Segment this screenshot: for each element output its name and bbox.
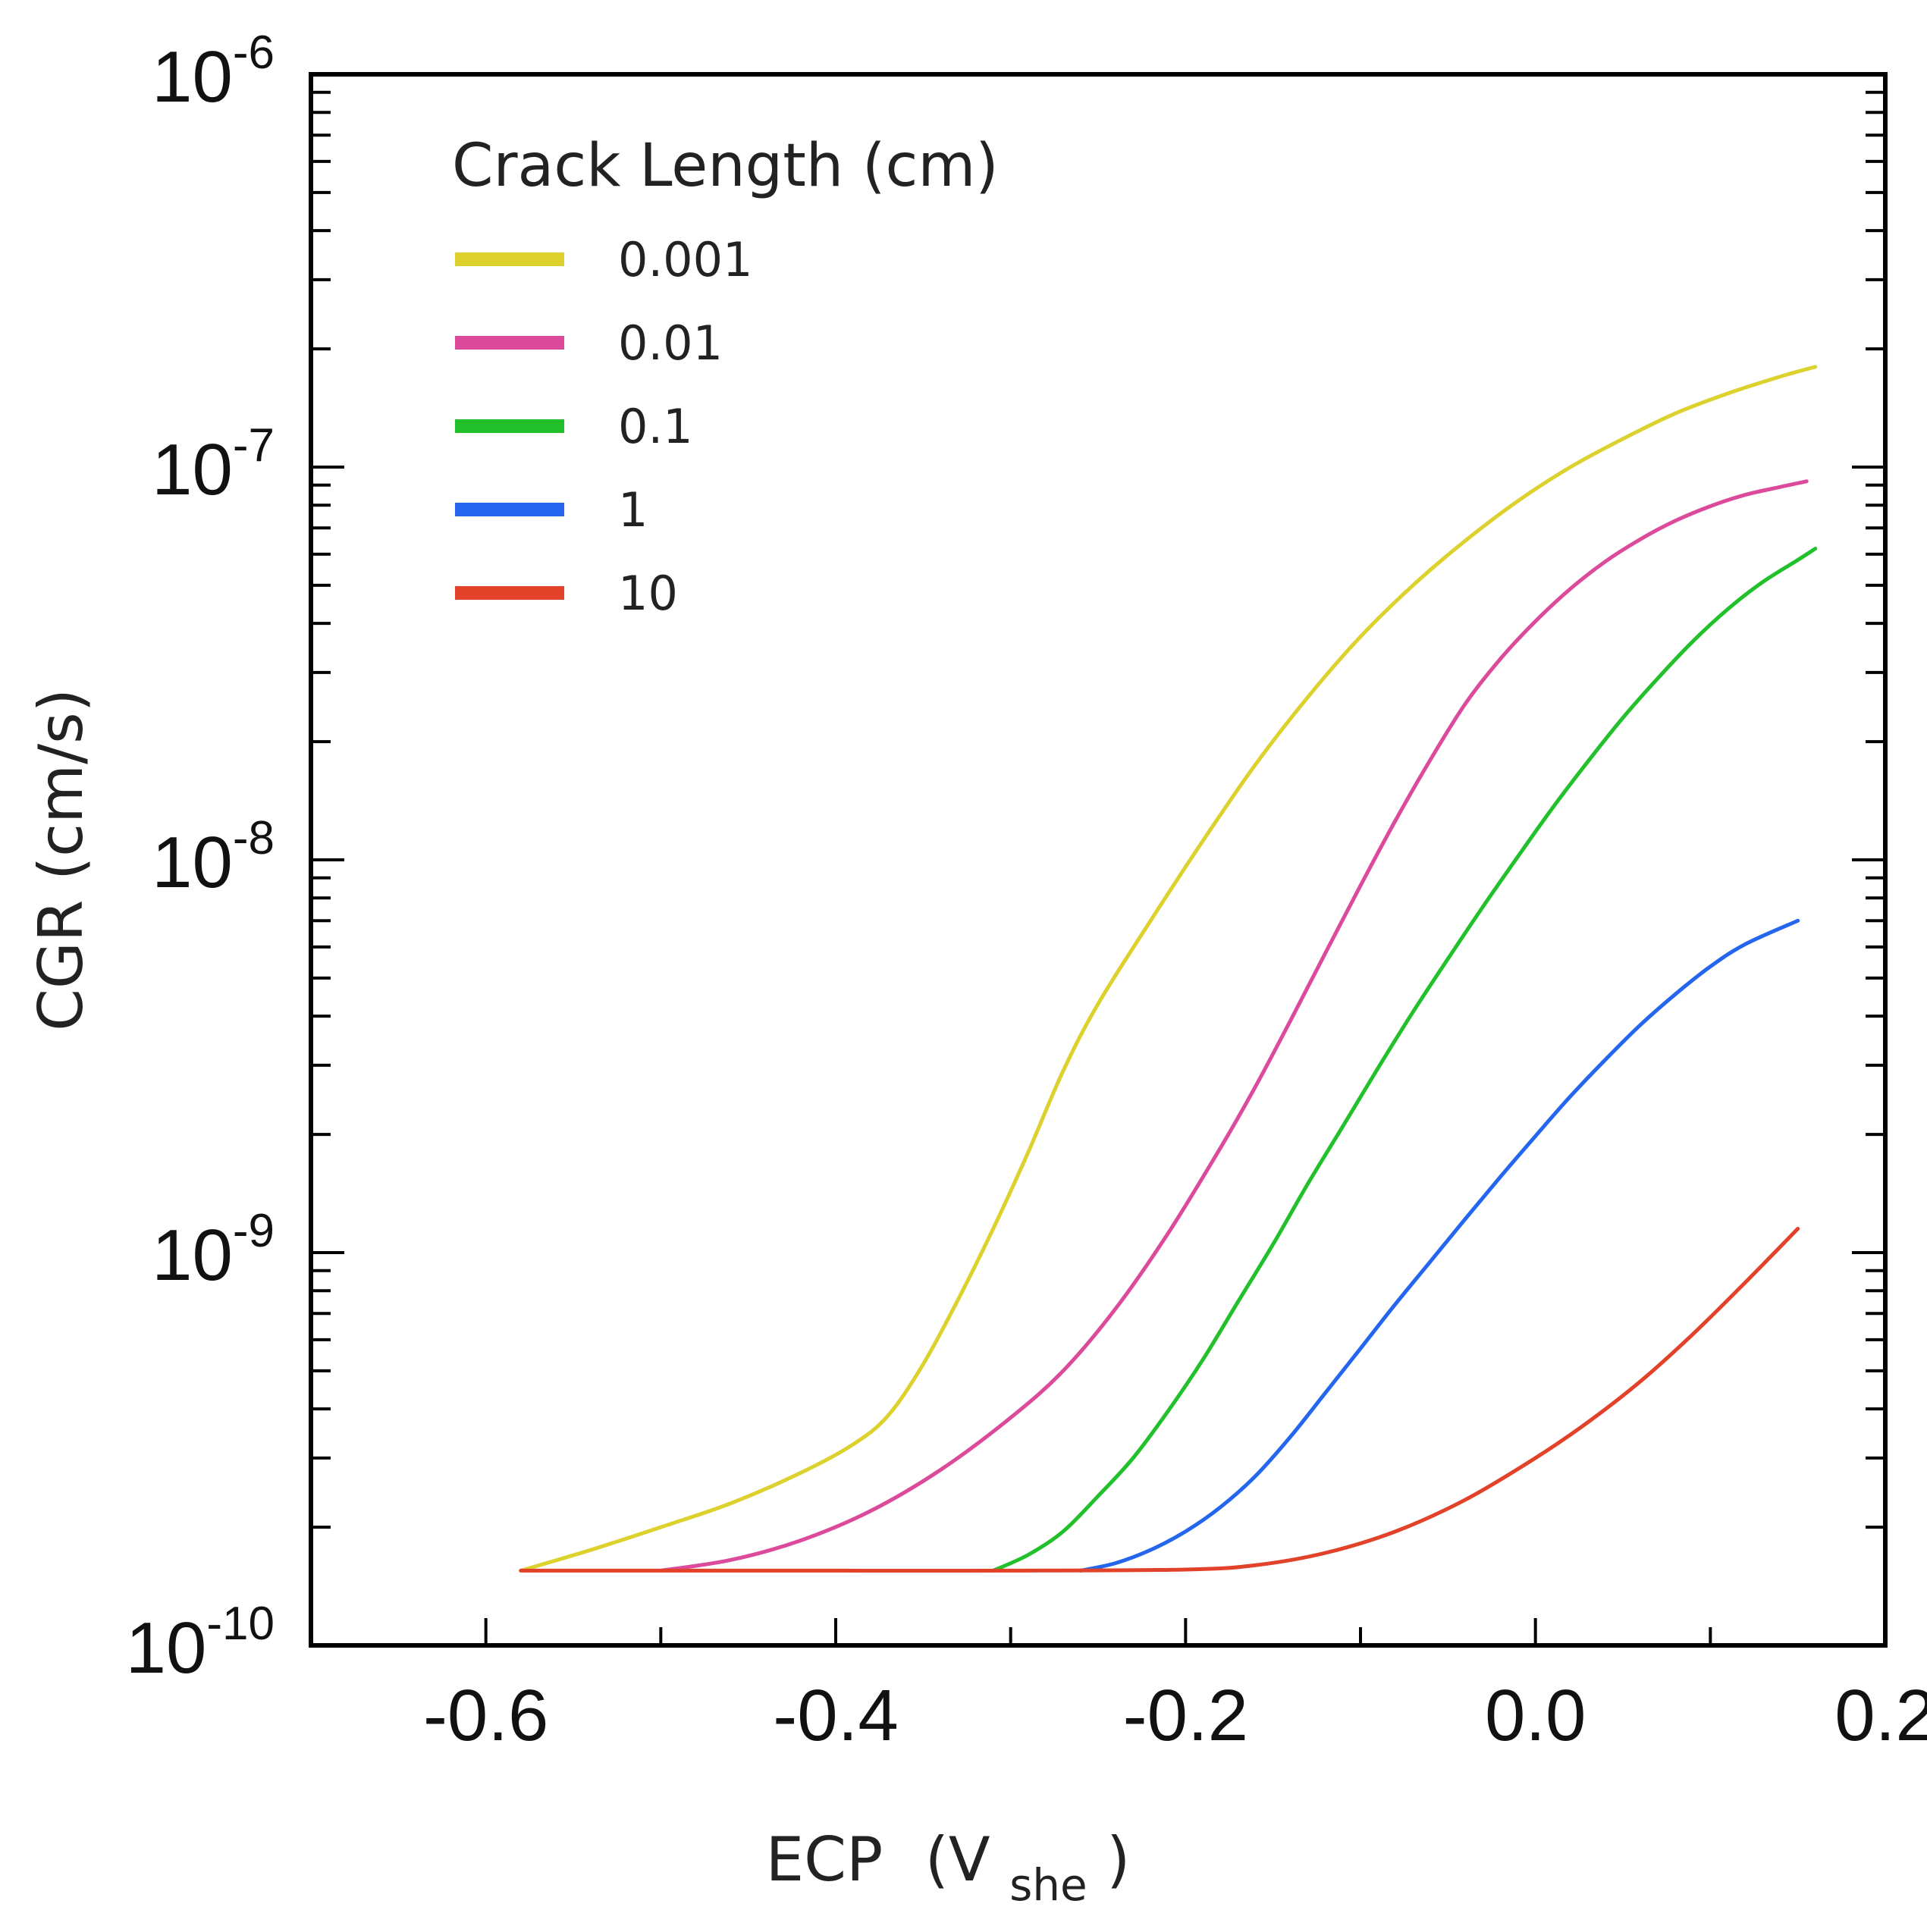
series-line-0-01: [658, 479, 1809, 1573]
x-tick-label: -0.4: [773, 1675, 898, 1756]
y-tick-label: 10-6: [152, 27, 275, 118]
x-axis-title: ECP (V she ): [766, 1824, 1131, 1915]
legend-label-1: 1: [618, 482, 648, 538]
series-line-0-1: [991, 547, 1818, 1573]
y-axis-title: CGR (cm/s): [26, 688, 96, 1031]
y-tick-label: 10-8: [152, 812, 275, 903]
series-line-0-001: [519, 365, 1818, 1573]
legend-label-10: 10: [618, 566, 678, 621]
x-axis-title-subscript: she: [1009, 1859, 1087, 1911]
x-axis-title-close: ): [1106, 1824, 1130, 1895]
legend-entries: 0.001 0.01 0.1 1 10: [455, 232, 753, 621]
legend-label-0-01: 0.01: [618, 315, 723, 371]
tick-label-layer: -0.6 -0.4 -0.2 0.0 0.2 10-10 10-9 10-8 10-7 10-6: [126, 27, 1927, 1756]
tick-layer: [311, 73, 1887, 1647]
x-tick-label: 0.0: [1485, 1675, 1586, 1756]
series-layer: [519, 365, 1818, 1573]
legend-title: Crack Length (cm): [452, 132, 999, 200]
series-line-10: [519, 1227, 1800, 1573]
x-axis-title-unit: (V: [925, 1824, 990, 1895]
y-tick-label: 10-9: [152, 1205, 275, 1296]
series-line-1: [1078, 918, 1800, 1573]
y-tick-label: 10-7: [152, 419, 275, 510]
legend-label-0-001: 0.001: [618, 232, 753, 287]
x-tick-label: 0.2: [1834, 1675, 1927, 1756]
y-tick-label: 10-10: [126, 1598, 275, 1689]
x-tick-label: -0.6: [423, 1675, 548, 1756]
plot-frame: [309, 72, 1888, 1648]
legend-label-0-1: 0.1: [618, 399, 693, 454]
x-axis-title-main: ECP: [766, 1824, 883, 1895]
legend: Crack Length (cm) 0.001 0.01 0.1 1 10: [452, 132, 999, 621]
x-tick-label: -0.2: [1123, 1675, 1248, 1756]
